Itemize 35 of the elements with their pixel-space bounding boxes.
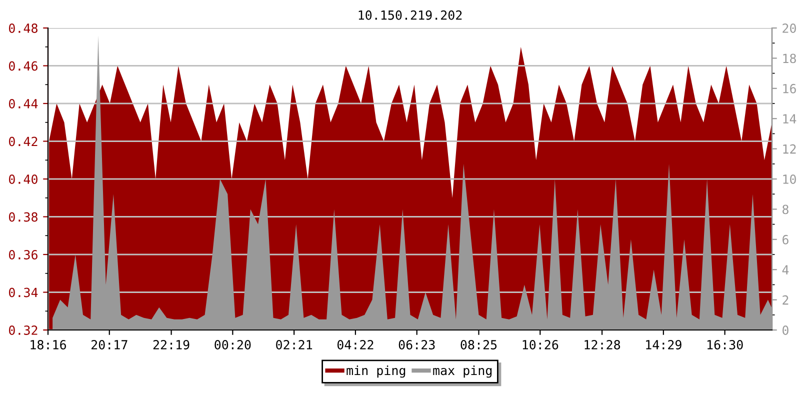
x-tick-label: 22:19 <box>153 340 190 350</box>
chart-title: 10.150.219.202 <box>358 10 462 20</box>
y2-tick-label: 8 <box>782 204 788 214</box>
x-tick-label: 04:22 <box>337 340 374 350</box>
y-tick-label: 0.34 <box>8 288 38 298</box>
y2-tick-label: 18 <box>783 54 796 64</box>
y-tick-label: 0.48 <box>8 24 38 33</box>
y-tick-label: 0.40 <box>8 174 38 184</box>
y2-tick-label: 6 <box>782 234 788 244</box>
y-tick-label: 0.38 <box>8 212 38 222</box>
x-tick-label: 14:29 <box>646 340 682 350</box>
x-tick-label: 08:25 <box>460 340 497 350</box>
x-tick-label: 20:17 <box>92 340 128 350</box>
legend-label: max ping <box>433 365 492 378</box>
y-tick-label: 0.42 <box>8 136 38 146</box>
x-tick-label: 06:23 <box>398 340 435 350</box>
y-tick-label: 0.46 <box>8 61 38 71</box>
x-tick-label: 10:26 <box>522 340 558 350</box>
y-tick-label: 0.36 <box>8 250 38 260</box>
y2-tick-label: 10 <box>783 174 796 184</box>
y-tick-label: 0.32 <box>8 326 38 335</box>
y2-tick-label: 4 <box>782 265 789 274</box>
y2-tick-label: 0 <box>782 326 788 335</box>
y-tick-label: 0.44 <box>8 99 38 108</box>
x-tick-label: 12:28 <box>584 340 620 350</box>
x-tick-label: 18:16 <box>30 340 66 350</box>
y2-tick-label: 12 <box>783 144 796 154</box>
x-tick-label: 00:20 <box>214 340 251 350</box>
x-tick-label: 16:30 <box>708 340 743 350</box>
y2-tick-label: 14 <box>783 114 796 124</box>
legend-label: min ping <box>346 365 406 378</box>
y2-tick-label: 16 <box>783 84 796 94</box>
y2-tick-label: 2 <box>782 295 788 305</box>
y2-tick-label: 20 <box>782 24 796 33</box>
x-tick-label: 02:21 <box>276 340 312 350</box>
